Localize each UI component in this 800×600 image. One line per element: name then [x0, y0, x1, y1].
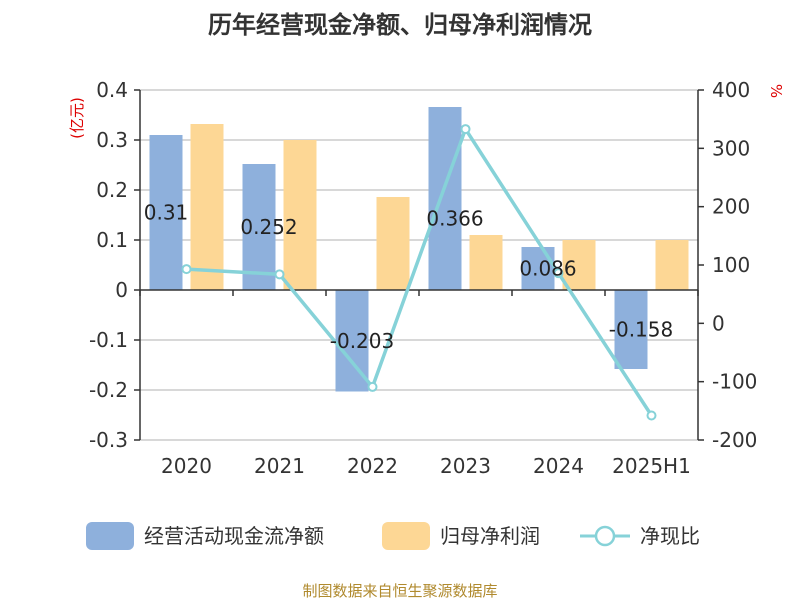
- bar-netprofit: [562, 240, 596, 290]
- legend-label-ratio: 净现比: [640, 524, 700, 548]
- right-axis: 400 300 200 100 0 -100 -200: [698, 78, 757, 452]
- data-label: -0.203: [330, 329, 394, 353]
- line-point: [460, 124, 471, 135]
- x-tick-label: 2020: [161, 454, 212, 478]
- left-tick-label: -0.2: [89, 378, 128, 402]
- left-tick-label: -0.1: [89, 328, 128, 352]
- legend-label-cashflow: 经营活动现金流净额: [144, 524, 324, 548]
- legend: 经营活动现金流净额 归母净利润 净现比: [86, 522, 700, 550]
- left-tick-label: -0.3: [89, 428, 128, 452]
- line-series: [181, 124, 657, 421]
- right-tick-label: 200: [712, 195, 750, 219]
- bar-cashflow: [428, 107, 462, 290]
- legend-label-netprofit: 归母净利润: [440, 524, 540, 548]
- bar-netprofit: [283, 140, 317, 290]
- x-tick-label: 2024: [533, 454, 584, 478]
- left-axis: 0.4 0.3 0.2 0.1 0 -0.1 -0.2 -0.3: [89, 78, 140, 452]
- right-tick-label: -100: [712, 370, 757, 394]
- grid-lines: [140, 89, 698, 441]
- line-point: [367, 381, 378, 392]
- x-axis: 2020 2021 2022 2023 2024 2025H1: [161, 454, 691, 478]
- x-tick-label: 2021: [254, 454, 305, 478]
- right-tick-label: 100: [712, 253, 750, 277]
- source-note: 制图数据来自恒生聚源数据库: [302, 582, 497, 600]
- chart-title: 历年经营现金净额、归母净利润情况: [208, 11, 592, 39]
- data-label: 0.086: [519, 257, 576, 281]
- line-netcash-ratio: [186, 125, 653, 417]
- bar-cashflow: [149, 135, 183, 290]
- left-tick-label: 0.1: [96, 228, 128, 252]
- right-tick-label: 300: [712, 136, 750, 160]
- line-point: [553, 268, 564, 279]
- data-label: 0.31: [144, 201, 189, 225]
- line-point: [646, 410, 657, 421]
- bar-series: [149, 107, 689, 392]
- data-label: 0.366: [426, 207, 483, 231]
- bar-cashflow: [521, 247, 555, 290]
- bar-netprofit: [190, 124, 224, 290]
- left-tick-label: 0.3: [96, 128, 128, 152]
- legend-swatch-cashflow: [86, 522, 134, 550]
- bar-cashflow: [242, 164, 276, 290]
- left-tick-label: 0.2: [96, 178, 128, 202]
- line-point: [181, 264, 192, 275]
- data-label: 0.252: [240, 215, 297, 239]
- legend-swatch-netprofit: [382, 522, 430, 550]
- bar-cashflow: [614, 290, 648, 369]
- left-axis-unit: (亿元): [68, 97, 86, 139]
- right-tick-label: 400: [712, 78, 750, 102]
- axes: [139, 90, 699, 440]
- data-label: -0.158: [609, 318, 673, 342]
- right-tick-label: 0: [712, 311, 725, 335]
- right-tick-label: -200: [712, 428, 757, 452]
- data-labels: 0.31 0.252 -0.203 0.366 0.086 -0.158: [144, 201, 674, 353]
- bar-netprofit: [376, 197, 410, 290]
- x-tick-label: 2025H1: [612, 454, 691, 478]
- right-axis-unit: %: [767, 84, 785, 98]
- line-point: [274, 269, 285, 280]
- x-tick-label: 2023: [440, 454, 491, 478]
- x-tick-label: 2022: [347, 454, 398, 478]
- legend-swatch-marker: [594, 525, 616, 547]
- bar-netprofit: [469, 235, 503, 290]
- left-tick-label: 0: [115, 278, 128, 302]
- left-tick-label: 0.4: [96, 78, 128, 102]
- bar-netprofit: [655, 240, 689, 290]
